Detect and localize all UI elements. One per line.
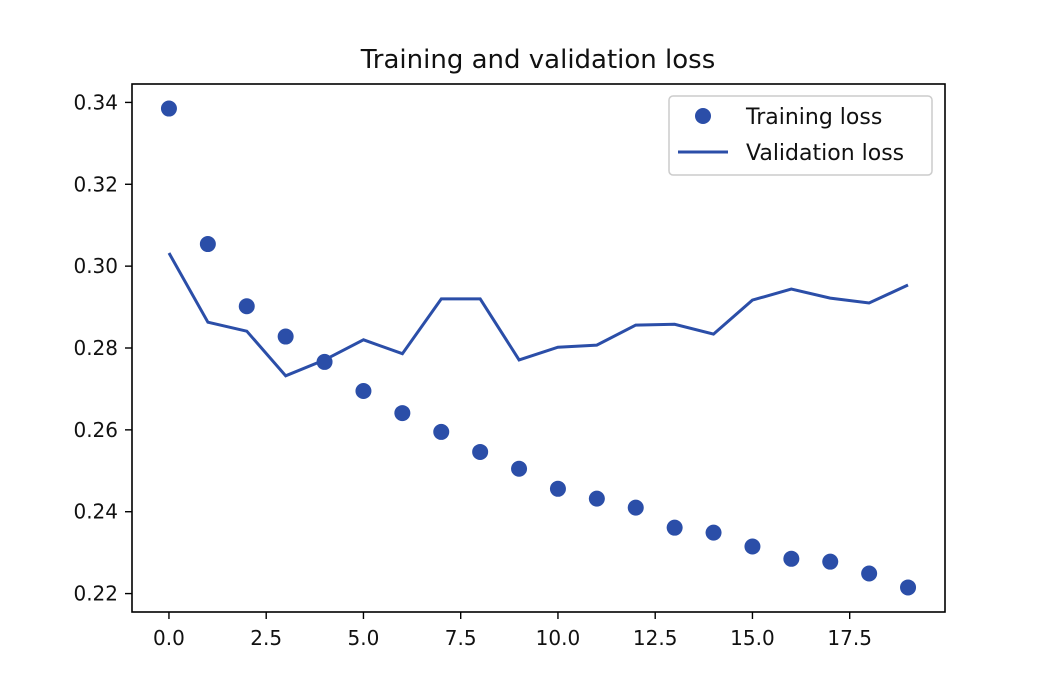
training-loss-point [160,100,177,117]
x-tick-label: 10.0 [536,626,581,650]
legend-label-validation: Validation loss [746,141,904,166]
training-loss-point [277,328,294,345]
legend: Training loss Validation loss [668,95,933,176]
training-loss-point [588,490,605,507]
training-loss-point [861,565,878,582]
training-loss-point [705,524,722,541]
training-loss-point [355,382,372,399]
x-tick-label: 5.0 [348,626,380,650]
x-axis: 0.0 2.5 5.0 7.5 10.0 12.5 15.0 17.5 [153,612,872,650]
training-loss-point [394,405,411,422]
training-loss-point [199,236,216,253]
chart-title: Training and validation loss [360,45,716,75]
y-tick-label: 0.32 [73,172,118,196]
training-loss-point [822,553,839,570]
plot-area [160,100,917,596]
y-axis: 0.22 0.24 0.26 0.28 0.30 0.32 0.34 [73,90,132,606]
legend-box [668,95,933,176]
y-tick-label: 0.26 [73,418,118,442]
y-tick-label: 0.30 [73,254,118,278]
training-loss-point [666,519,683,536]
training-loss-point [238,298,255,315]
training-loss-point [900,579,917,596]
y-tick-label: 0.34 [73,90,118,114]
training-loss-point [549,480,566,497]
x-tick-label: 17.5 [827,626,872,650]
y-tick-label: 0.28 [73,336,118,360]
x-tick-label: 7.5 [445,626,477,650]
x-tick-label: 0.0 [153,626,185,650]
training-loss-point [433,423,450,440]
validation-loss-line [167,252,909,378]
training-loss-point [627,499,644,516]
training-loss-point [783,550,800,567]
x-tick-label: 12.5 [633,626,678,650]
legend-label-training: Training loss [745,105,882,130]
y-tick-label: 0.22 [73,582,118,606]
training-loss-point [511,460,528,477]
legend-marker-training [695,108,711,124]
axes-frame [131,83,946,613]
training-loss-point [744,538,761,555]
training-loss-point [316,353,333,370]
y-tick-label: 0.24 [73,500,118,524]
x-tick-label: 15.0 [730,626,775,650]
training-loss-point [472,443,489,460]
x-tick-label: 2.5 [250,626,282,650]
